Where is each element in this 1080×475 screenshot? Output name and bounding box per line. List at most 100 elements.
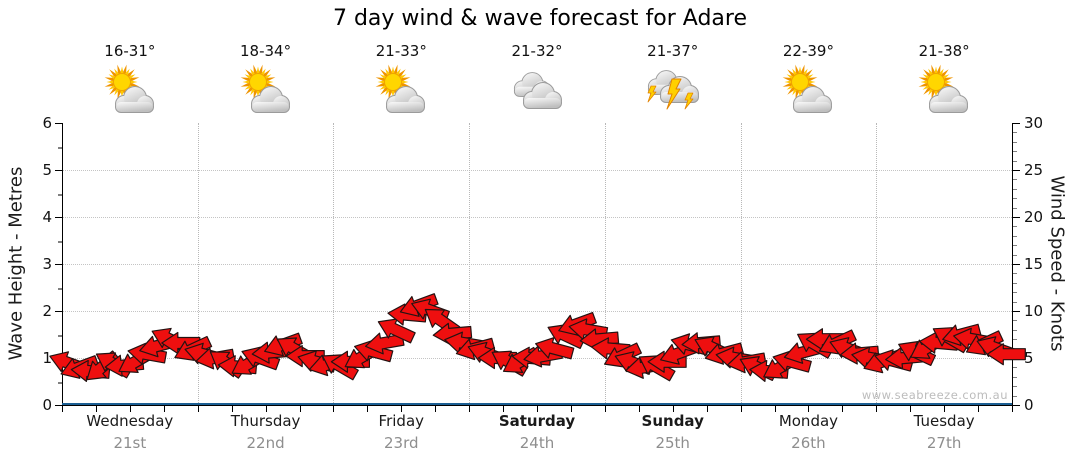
day-date-label: 24th bbox=[519, 434, 555, 452]
wind-minor-tick bbox=[1013, 198, 1017, 200]
wind-minor-tick bbox=[1013, 179, 1017, 181]
time-tick bbox=[638, 406, 640, 412]
h-gridline bbox=[62, 264, 1012, 265]
cloud-icon bbox=[386, 86, 426, 113]
wind-minor-tick bbox=[1013, 386, 1017, 388]
day-temp-label: 21-38° bbox=[918, 42, 970, 60]
wind-tick bbox=[1013, 217, 1020, 218]
wave-tick bbox=[55, 311, 62, 312]
wave-height-line bbox=[62, 402, 1012, 405]
v-gridline bbox=[604, 123, 606, 405]
day-name-label: Tuesday bbox=[913, 412, 975, 430]
time-tick bbox=[299, 406, 301, 412]
weather-icon-sun-cloud bbox=[101, 64, 159, 118]
time-tick bbox=[231, 406, 233, 412]
time-tick bbox=[95, 406, 97, 412]
wind-tick-label: 25 bbox=[1024, 161, 1044, 179]
sun-icon bbox=[918, 64, 954, 100]
time-tick bbox=[469, 406, 471, 412]
time-tick bbox=[570, 406, 572, 412]
wave-tick-label: 1 bbox=[42, 349, 52, 367]
day-date-label: 27th bbox=[926, 434, 962, 452]
wind-tick-label: 10 bbox=[1024, 302, 1044, 320]
wind-tick bbox=[1013, 311, 1020, 312]
weather-icon-sun-cloud bbox=[372, 64, 430, 118]
time-tick bbox=[1012, 406, 1013, 412]
day-name-label: Thursday bbox=[230, 412, 301, 430]
time-tick bbox=[435, 406, 437, 412]
wave-tick-label: 6 bbox=[42, 114, 52, 132]
wind-minor-tick bbox=[1013, 292, 1017, 294]
v-gridline bbox=[740, 123, 742, 405]
time-tick bbox=[672, 406, 674, 412]
cloud-icon bbox=[793, 86, 833, 113]
wave-minor-tick bbox=[58, 287, 62, 290]
weather-icon-cloudy bbox=[508, 64, 566, 118]
bottom-axis-line bbox=[62, 405, 1012, 406]
h-gridline bbox=[62, 170, 1012, 171]
wind-minor-tick bbox=[1013, 395, 1017, 397]
time-tick bbox=[367, 406, 369, 412]
day-name-label: Monday bbox=[778, 412, 839, 430]
time-tick bbox=[774, 406, 776, 412]
left-axis-line bbox=[62, 123, 63, 406]
time-tick bbox=[978, 406, 980, 412]
wind-tick bbox=[1013, 123, 1020, 124]
wave-tick bbox=[55, 123, 62, 124]
time-tick bbox=[265, 406, 267, 412]
day-name-label: Friday bbox=[378, 412, 425, 430]
time-tick bbox=[604, 406, 606, 412]
h-gridline bbox=[62, 217, 1012, 218]
day-temp-label: 21-32° bbox=[511, 42, 563, 60]
watermark: www.seabreeze.com.au bbox=[861, 388, 1008, 402]
day-temp-label: 21-37° bbox=[647, 42, 699, 60]
time-tick bbox=[910, 406, 912, 412]
front-cloud-icon bbox=[523, 82, 562, 109]
wind-minor-tick bbox=[1013, 376, 1017, 378]
wave-minor-tick bbox=[58, 381, 62, 384]
wind-minor-tick bbox=[1013, 282, 1017, 284]
wind-tick bbox=[1013, 170, 1020, 171]
wave-tick bbox=[55, 405, 62, 406]
wind-minor-tick bbox=[1013, 151, 1017, 153]
wind-minor-tick bbox=[1013, 245, 1017, 247]
time-tick bbox=[876, 406, 878, 412]
day-temp-label: 18-34° bbox=[240, 42, 292, 60]
day-temp-label: 21-33° bbox=[375, 42, 427, 60]
right-axis-line bbox=[1012, 123, 1013, 406]
wave-tick-label: 5 bbox=[42, 161, 52, 179]
time-tick bbox=[129, 406, 131, 412]
time-tick bbox=[808, 406, 810, 412]
wave-minor-tick bbox=[58, 334, 62, 337]
time-tick bbox=[401, 406, 403, 412]
weather-icon-sun-cloud bbox=[915, 64, 973, 118]
cloud-icon bbox=[114, 86, 154, 113]
wind-tick bbox=[1013, 405, 1020, 406]
time-tick bbox=[740, 406, 742, 412]
day-name-label: Sunday bbox=[641, 412, 704, 430]
wind-minor-tick bbox=[1013, 188, 1017, 190]
weather-icon-sun-cloud bbox=[237, 64, 295, 118]
v-gridline bbox=[197, 123, 199, 405]
wave-tick bbox=[55, 217, 62, 218]
wind-minor-tick bbox=[1013, 207, 1017, 209]
wind-minor-tick bbox=[1013, 160, 1017, 162]
wave-tick bbox=[55, 264, 62, 265]
wave-tick-label: 4 bbox=[42, 208, 52, 226]
day-name-label: Wednesday bbox=[86, 412, 174, 430]
time-tick bbox=[333, 406, 335, 412]
cloud-icon bbox=[929, 86, 969, 113]
wind-minor-tick bbox=[1013, 235, 1017, 237]
day-date-label: 21st bbox=[113, 434, 147, 452]
wave-tick-label: 3 bbox=[42, 255, 52, 273]
wind-minor-tick bbox=[1013, 254, 1017, 256]
wind-tick-label: 5 bbox=[1024, 349, 1034, 367]
wave-minor-tick bbox=[58, 240, 62, 243]
wind-minor-tick bbox=[1013, 141, 1017, 143]
wind-tick bbox=[1013, 264, 1020, 265]
weather-icon-storm bbox=[644, 64, 702, 118]
wave-tick-label: 0 bbox=[42, 396, 52, 414]
